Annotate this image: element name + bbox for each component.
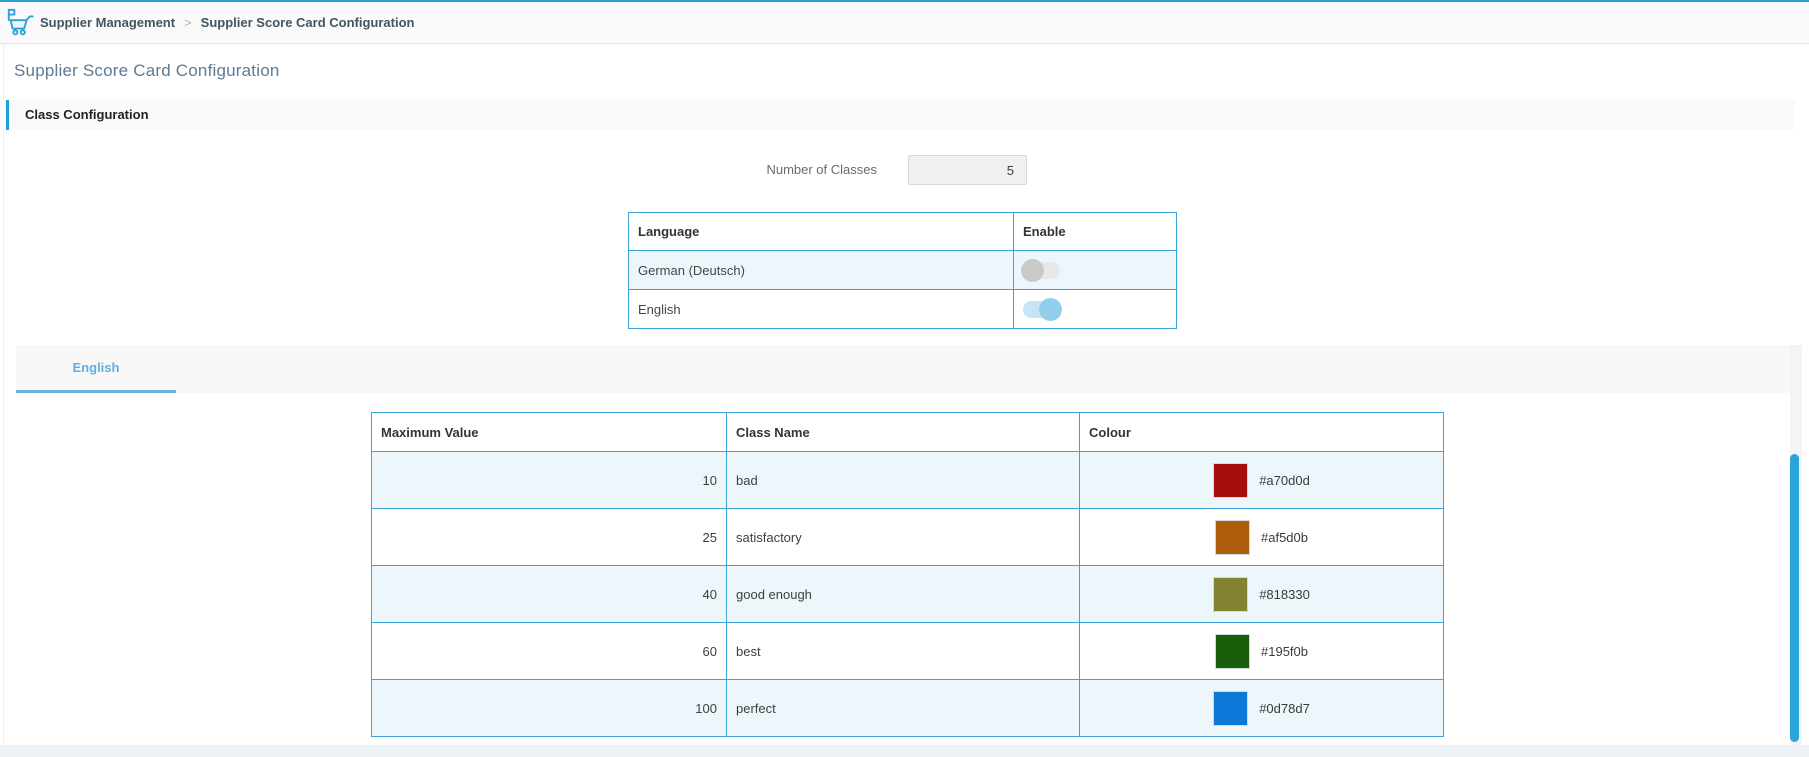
colour-swatch[interactable]: [1215, 633, 1250, 669]
maximum-value-cell: 25: [702, 529, 717, 545]
colour-hex-value: #195f0b: [1261, 643, 1308, 659]
language-tab-bar: English: [16, 345, 1790, 393]
class-name-column-header: Class Name: [726, 413, 1079, 451]
breadcrumb-item-score-card-configuration[interactable]: Supplier Score Card Configuration: [200, 15, 415, 30]
enable-cell: [1013, 290, 1176, 328]
english-enable-toggle[interactable]: [1023, 297, 1062, 321]
classes-table: Maximum Value Class Name Colour 10 bad #…: [371, 412, 1444, 737]
colour-column-header: Colour: [1079, 413, 1443, 451]
breadcrumb-separator-icon: >: [184, 15, 192, 30]
maximum-value-cell: 10: [702, 472, 717, 488]
toggle-knob: [1021, 258, 1044, 282]
colour-hex-value: #a70d0d: [1259, 472, 1310, 488]
class-name-cell: good enough: [726, 566, 1079, 622]
class-row-best: 60 best #195f0b: [372, 622, 1443, 679]
colour-swatch[interactable]: [1213, 576, 1249, 612]
section-title: Class Configuration: [25, 107, 149, 122]
horizontal-scrollbar-track[interactable]: [0, 745, 1809, 757]
vertical-scrollbar-thumb[interactable]: [1790, 454, 1799, 742]
colour-hex-value: #818330: [1259, 586, 1310, 602]
german-enable-toggle[interactable]: [1021, 258, 1060, 282]
maximum-value-column-header: Maximum Value: [381, 424, 479, 440]
colour-cell: #195f0b: [1079, 623, 1443, 679]
content-left-divider: [3, 44, 4, 745]
classes-table-header-row: Maximum Value Class Name Colour: [372, 413, 1443, 451]
class-row-good-enough: 40 good enough #818330: [372, 565, 1443, 622]
tab-english[interactable]: English: [16, 345, 176, 393]
language-row-german: German (Deutsch): [629, 250, 1176, 289]
colour-cell: #a70d0d: [1079, 452, 1443, 508]
page-title: Supplier Score Card Configuration: [14, 61, 280, 80]
number-of-classes-input[interactable]: [908, 155, 1027, 185]
language-row-english: English: [629, 289, 1176, 328]
colour-hex-value: #0d78d7: [1259, 700, 1310, 716]
class-row-perfect: 100 perfect #0d78d7: [372, 679, 1443, 736]
colour-cell: #0d78d7: [1079, 680, 1443, 736]
class-name-cell: perfect: [726, 680, 1079, 736]
breadcrumb-bar: Supplier Management > Supplier Score Card …: [0, 2, 1809, 44]
top-accent-line: [0, 0, 1809, 2]
class-configuration-section-header: Class Configuration: [0, 100, 1795, 130]
colour-hex-value: #af5d0b: [1261, 529, 1308, 545]
colour-swatch[interactable]: [1213, 690, 1249, 726]
language-column-header: Language: [638, 224, 700, 239]
breadcrumb: Supplier Management > Supplier Score Card …: [40, 2, 414, 43]
language-name-cell: English: [638, 301, 681, 317]
app-logo-cart-icon: [7, 8, 34, 36]
colour-cell: #af5d0b: [1079, 509, 1443, 565]
colour-swatch[interactable]: [1215, 519, 1250, 555]
language-table-header-row: Language Enable: [629, 213, 1176, 250]
class-row-satisfactory: 25 satisfactory #af5d0b: [372, 508, 1443, 565]
colour-cell: #818330: [1079, 566, 1443, 622]
maximum-value-cell: 40: [702, 586, 717, 602]
class-name-cell: satisfactory: [726, 509, 1079, 565]
colour-swatch[interactable]: [1213, 462, 1249, 498]
section-accent-bar: [6, 100, 9, 130]
class-row-bad: 10 bad #a70d0d: [372, 451, 1443, 508]
number-of-classes-label: Number of Classes: [766, 162, 877, 177]
toggle-knob: [1039, 297, 1062, 321]
enable-column-header: Enable: [1013, 213, 1176, 250]
class-name-cell: best: [726, 623, 1079, 679]
maximum-value-cell: 100: [695, 700, 717, 716]
language-name-cell: German (Deutsch): [638, 262, 745, 278]
breadcrumb-item-supplier-management[interactable]: Supplier Management: [40, 15, 176, 30]
maximum-value-cell: 60: [702, 643, 717, 659]
class-name-cell: bad: [726, 452, 1079, 508]
enable-cell: [1013, 251, 1176, 289]
language-table: Language Enable German (Deutsch) English: [628, 212, 1177, 329]
